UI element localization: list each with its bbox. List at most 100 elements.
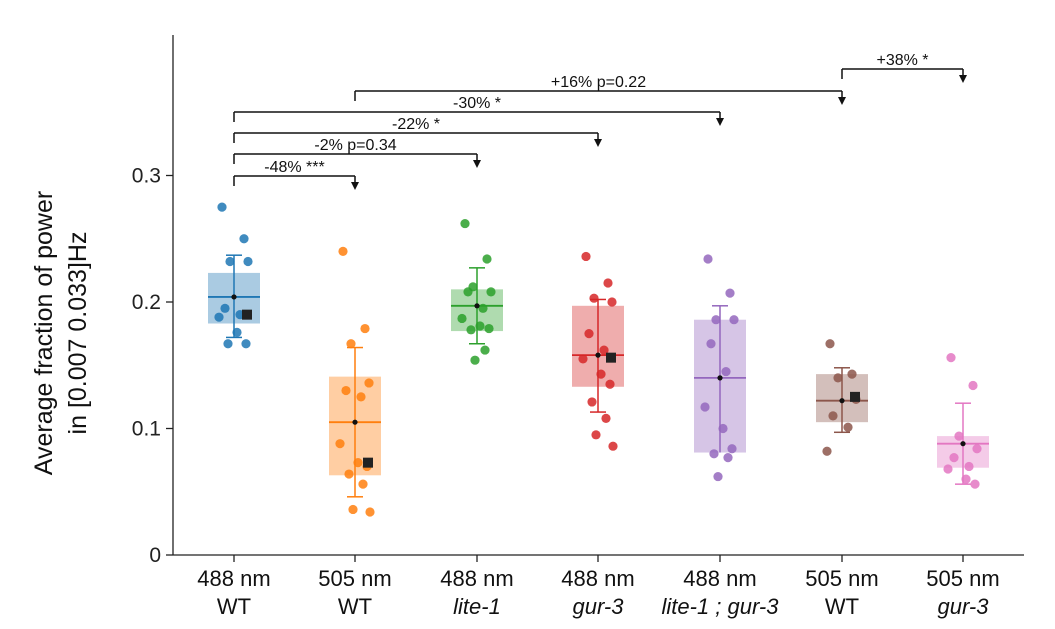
box-group-7: [937, 353, 989, 489]
y-tick-label: 0.3: [132, 165, 161, 188]
data-point: [607, 297, 617, 307]
data-point: [601, 413, 611, 423]
data-point: [457, 313, 467, 324]
x-tick-label-top: 488 nm: [197, 566, 270, 591]
annotation-6: +38% *: [841, 52, 967, 83]
arrow-head: [594, 139, 602, 147]
data-point: [972, 444, 982, 454]
data-point: [833, 373, 843, 383]
box-groups: [208, 202, 989, 517]
box-group-1: [208, 202, 260, 349]
x-tick-label-bottom: WT: [217, 594, 251, 619]
x-tick-label-bottom: lite-1: [453, 594, 501, 619]
data-point: [243, 256, 253, 267]
data-point: [954, 431, 964, 441]
x-tick-label-top: 488 nm: [440, 566, 513, 591]
data-point: [843, 422, 853, 432]
data-point: [727, 444, 737, 454]
data-point: [970, 479, 980, 489]
data-point: [721, 366, 731, 377]
x-tick-label-top: 488 nm: [561, 566, 634, 591]
data-point: [353, 458, 363, 468]
annotation-label: -48% ***: [264, 159, 324, 176]
data-point: [968, 380, 978, 391]
data-point: [828, 411, 838, 421]
data-point: [478, 303, 488, 313]
x-tick-label-bottom: WT: [338, 594, 372, 619]
annotation-1: -48% ***: [233, 159, 359, 190]
y-axis-label-line2: in [0.007 0.033]Hz: [64, 232, 92, 435]
mean-dot: [231, 294, 237, 300]
arrow-head: [838, 97, 846, 105]
data-point: [946, 353, 956, 363]
data-point: [711, 315, 721, 325]
data-point: [217, 202, 227, 212]
data-point: [581, 251, 591, 262]
box-group-2: [329, 246, 381, 517]
data-point: [706, 339, 716, 349]
x-tick-label-bottom: gur-3: [573, 594, 625, 619]
y-tick-label: 0.2: [132, 291, 161, 314]
x-tick-label-bottom: lite-1 ; gur-3: [662, 594, 780, 619]
arrow-head: [716, 118, 724, 126]
data-point: [348, 504, 358, 515]
data-point: [961, 474, 971, 484]
annotation-4: -30% *: [233, 95, 724, 126]
mean-dot: [839, 398, 845, 404]
data-point: [943, 464, 953, 474]
arrow-head: [351, 182, 359, 190]
data-point: [356, 392, 366, 402]
annotation-3: -22% *: [233, 116, 602, 147]
y-axis-label-line1: Average fraction of power: [30, 191, 58, 475]
example-marker: [363, 457, 373, 468]
annotation-label: +38% *: [876, 52, 928, 69]
data-point: [475, 321, 485, 331]
data-point: [596, 369, 606, 379]
data-point: [725, 288, 735, 298]
data-point: [589, 293, 599, 303]
data-point: [608, 441, 618, 451]
data-point: [232, 327, 242, 337]
data-point: [709, 449, 719, 459]
example-marker: [850, 391, 860, 402]
y-tick-label: 0: [149, 544, 161, 567]
axes: 0 0.1 0.2 0.3 488 nm WT 505 nm WT 488 nm lite-1 48…: [132, 35, 1024, 619]
arrow-head: [959, 75, 967, 83]
data-point: [603, 278, 613, 288]
significance-annotations: -48% *** -2% p=0.34 -22% * -30% * +16% p=0.2…: [233, 52, 967, 190]
data-point: [225, 256, 235, 267]
data-point: [480, 345, 490, 355]
data-point: [729, 315, 739, 325]
mean-dot: [474, 303, 480, 309]
mean-dot: [717, 375, 723, 381]
data-point: [346, 339, 356, 349]
data-point: [578, 354, 588, 364]
annotation-label: -22% *: [392, 116, 440, 133]
box-group-3: [451, 218, 503, 365]
x-tick-label-bottom: gur-3: [938, 594, 990, 619]
data-point: [605, 379, 615, 389]
data-point: [365, 507, 375, 517]
annotation-label: -2% p=0.34: [314, 137, 396, 154]
data-point: [847, 369, 857, 379]
data-point: [470, 355, 480, 365]
box-group-5: [694, 254, 746, 482]
x-tick-label-top: 488 nm: [683, 566, 756, 591]
data-point: [223, 339, 233, 349]
data-point: [703, 254, 713, 264]
data-point: [239, 234, 249, 244]
data-point: [822, 446, 832, 456]
mean-dot: [960, 441, 966, 447]
data-point: [482, 254, 492, 264]
data-point: [723, 452, 733, 463]
example-marker: [242, 309, 252, 320]
data-point: [335, 439, 345, 449]
data-point: [341, 385, 351, 396]
annotation-5: +16% p=0.22: [354, 74, 846, 105]
data-point: [713, 471, 723, 482]
y-tick-label: 0.1: [132, 418, 161, 441]
data-point: [599, 345, 609, 355]
example-marker: [606, 352, 616, 363]
data-point: [591, 430, 601, 440]
